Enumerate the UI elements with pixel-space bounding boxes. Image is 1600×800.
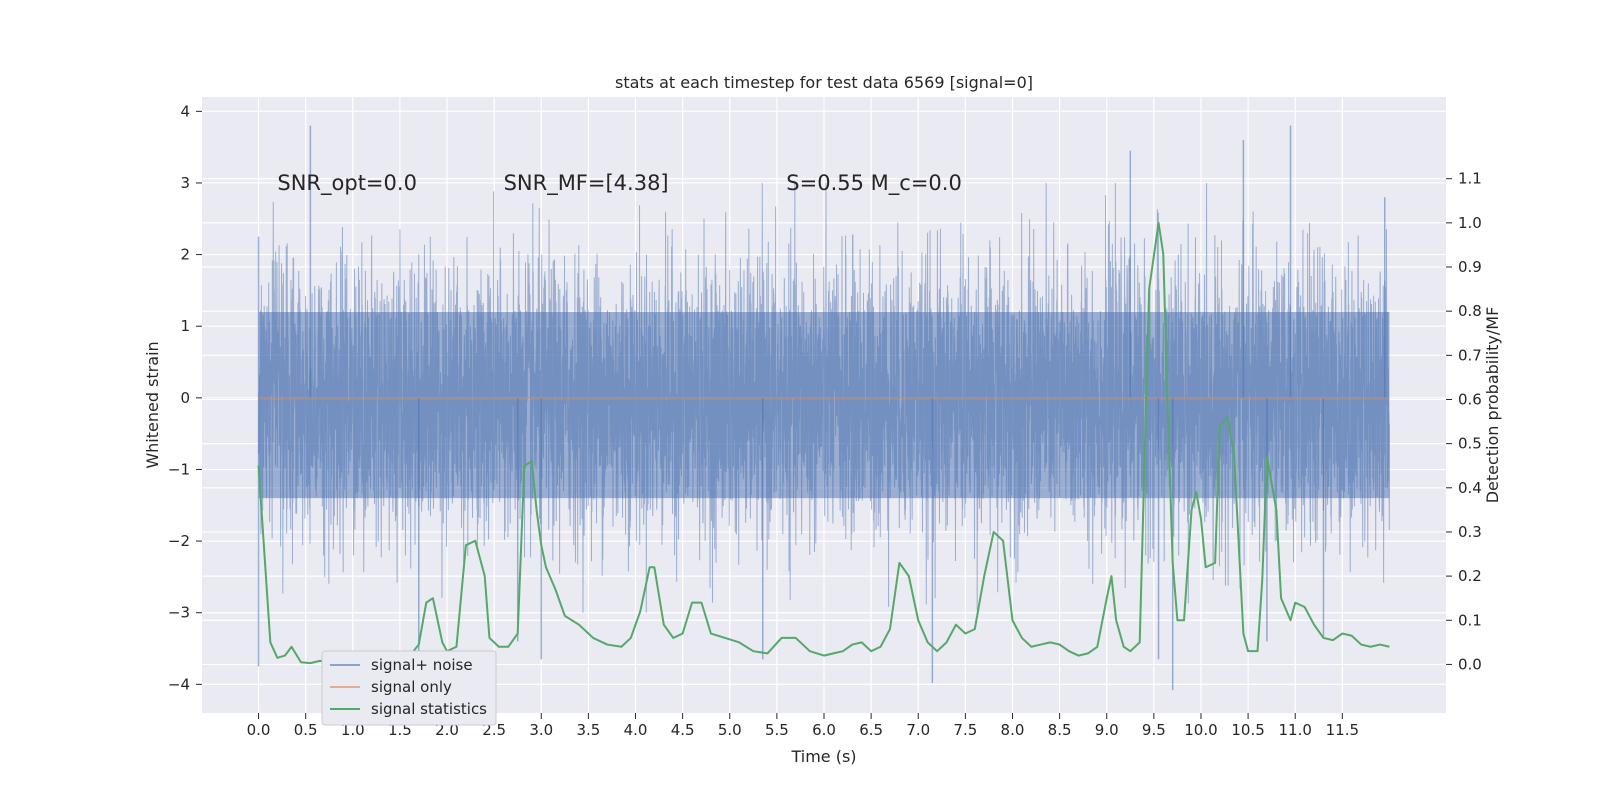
- x-axis-label: Time (s): [790, 747, 856, 766]
- noise-trace: [258, 182, 1390, 613]
- legend-label-noise: signal+ noise: [371, 656, 473, 674]
- legend: signal+ noise signal only signal statist…: [321, 650, 497, 726]
- x-tick-label-12: 6.0: [812, 721, 836, 739]
- y-tick-label-5: 1: [180, 317, 190, 335]
- chart-title: stats at each timestep for test data 656…: [615, 73, 1033, 92]
- y2-tick-label-5: 0.5: [1458, 435, 1482, 453]
- y-tick-label-4: 0: [180, 389, 190, 407]
- annotations: SNR_opt=0.0 SNR_MF=[4.38] S=0.55 M_c=0.0: [277, 171, 961, 196]
- y-tick-label-8: 4: [180, 102, 190, 120]
- y2-tick-label-4: 0.4: [1458, 479, 1482, 497]
- y2-tick-label-0: 0.0: [1458, 655, 1482, 673]
- x-tick-label-8: 4.0: [624, 721, 648, 739]
- y2-tick-label-3: 0.3: [1458, 523, 1482, 541]
- y2-tick-label-8: 0.8: [1458, 302, 1482, 320]
- x-tick-label-9: 4.5: [671, 721, 695, 739]
- y2-tick-label-10: 1.0: [1458, 214, 1482, 232]
- y2-tick-label-1: 0.1: [1458, 611, 1482, 629]
- x-tick-label-20: 10.0: [1184, 721, 1217, 739]
- y2-axis-label: Detection probability/MF: [1483, 307, 1502, 504]
- x-tick-label-11: 5.5: [765, 721, 789, 739]
- x-tick-label-19: 9.5: [1142, 721, 1166, 739]
- y-tick-label-3: −1: [168, 460, 190, 478]
- x-tick-label-7: 3.5: [576, 721, 600, 739]
- y-tick-label-6: 2: [180, 246, 190, 264]
- series-signal-statistics: [257, 221, 1390, 665]
- annotation-2: S=0.55 M_c=0.0: [786, 171, 962, 196]
- y2-tick-label-9: 0.9: [1458, 258, 1482, 276]
- x-tick-label-17: 8.5: [1048, 721, 1072, 739]
- y2-tick-label-6: 0.6: [1458, 390, 1482, 408]
- legend-box: [321, 650, 497, 726]
- y-tick-label-2: −2: [168, 532, 190, 550]
- x-tick-label-23: 11.5: [1326, 721, 1359, 739]
- x-tick-label-14: 7.0: [906, 721, 930, 739]
- x-tick-label-18: 9.0: [1095, 721, 1119, 739]
- y-tick-label-1: −3: [168, 604, 190, 622]
- legend-label-signal: signal only: [371, 678, 452, 696]
- y-tick-label-0: −4: [168, 675, 190, 693]
- y-axis-ticks: −4 −3 −2 −1 0 1 2 3 4: [168, 102, 202, 693]
- series-signal-noise: [257, 125, 1390, 691]
- legend-label-statistics: signal statistics: [371, 700, 487, 718]
- x-tick-label-15: 7.5: [953, 721, 977, 739]
- y-axis-label: Whitened strain: [143, 341, 162, 468]
- annotation-1: SNR_MF=[4.38]: [504, 171, 669, 196]
- x-tick-label-10: 5.0: [718, 721, 742, 739]
- y-tick-label-7: 3: [180, 174, 190, 192]
- x-tick-label-6: 3.0: [529, 721, 553, 739]
- y2-tick-label-7: 0.7: [1458, 346, 1482, 364]
- y2-tick-label-2: 0.2: [1458, 567, 1482, 585]
- x-tick-label-0: 0.0: [247, 721, 271, 739]
- x-tick-label-16: 8.0: [1001, 721, 1025, 739]
- x-tick-label-21: 10.5: [1231, 721, 1264, 739]
- y2-axis-ticks: 0.0 0.1 0.2 0.3 0.4 0.5 0.6 0.7 0.8 0.9 1.0 1.1: [1446, 170, 1482, 673]
- x-tick-label-1: 0.5: [294, 721, 318, 739]
- x-tick-label-13: 6.5: [859, 721, 883, 739]
- signal-statistics-line: [257, 221, 1390, 665]
- x-tick-label-22: 11.0: [1279, 721, 1312, 739]
- y2-tick-label-11: 1.1: [1458, 170, 1482, 188]
- annotation-0: SNR_opt=0.0: [277, 171, 417, 196]
